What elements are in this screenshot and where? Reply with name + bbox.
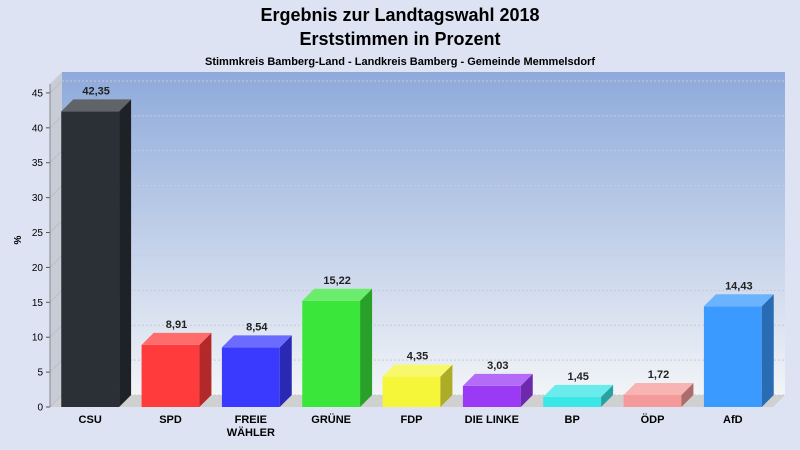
chart-title: Ergebnis zur Landtagswahl 2018 (260, 5, 539, 25)
bar-side (601, 384, 614, 407)
chart-subtitle: Stimmkreis Bamberg-Land - Landkreis Bamb… (205, 56, 595, 68)
bar-top (302, 288, 373, 301)
y-tick-label: 10 (32, 333, 44, 344)
y-tick-label: 5 (37, 368, 43, 379)
bar-side (681, 382, 694, 407)
bar (141, 344, 200, 407)
bar (302, 300, 361, 407)
data-label: 8,54 (246, 321, 268, 333)
bar (221, 347, 280, 407)
bar-side (440, 364, 453, 407)
bar-side (520, 373, 533, 407)
bar (382, 376, 441, 407)
data-label: 3,03 (487, 360, 508, 372)
bar-side (761, 294, 774, 407)
gridline-diagonal (49, 185, 63, 198)
bar (703, 306, 762, 407)
x-tick-label: SPD (159, 414, 182, 426)
chart-title-line2: Erststimmen in Prozent (299, 29, 500, 49)
y-tick-label: 20 (32, 263, 44, 274)
data-label: 15,22 (323, 275, 351, 287)
x-tick-label: FDP (401, 414, 423, 426)
gridline-diagonal (49, 80, 63, 94)
gridline-diagonal (49, 220, 63, 233)
data-label: 1,72 (648, 369, 669, 381)
bar-side (360, 288, 373, 407)
y-axis-label: % (13, 235, 24, 244)
bar-top (221, 335, 292, 348)
bar (462, 385, 521, 407)
y-tick-label: 15 (32, 298, 44, 309)
bar (543, 396, 602, 407)
bar-top (703, 294, 774, 307)
bar-top (61, 99, 132, 112)
bar (623, 394, 682, 407)
data-label: 4,35 (407, 351, 428, 363)
x-tick-label: FREIE WÄHLER (227, 414, 275, 439)
bar-top (543, 384, 614, 397)
bar-top (623, 382, 694, 395)
y-tick-label: 30 (32, 193, 44, 204)
x-tick-label: BP (565, 414, 580, 426)
y-tick-label: 0 (37, 403, 43, 414)
x-tick-label: GRÜNE (311, 413, 351, 426)
data-label: 8,91 (166, 319, 187, 331)
bar-side (279, 335, 292, 407)
gridline-diagonal (49, 255, 63, 268)
gridline-diagonal (49, 289, 63, 303)
bar-side (119, 99, 132, 408)
bar-side (199, 332, 212, 407)
gridline-diagonal (49, 359, 63, 373)
plot-area: 0 5 10 15 20 25 30 35 40 45 42,35 CSU 8,91 SPD 8,54 FRE… (32, 72, 785, 439)
x-tick-label: AfD (723, 414, 743, 426)
bar-top (141, 332, 212, 345)
data-label: 1,45 (567, 371, 588, 383)
x-tick-label: DIE LINKE (465, 414, 519, 426)
y-tick-label: 25 (32, 228, 44, 239)
gridline-diagonal (49, 115, 63, 129)
data-label: 42,35 (82, 85, 110, 97)
gridline-diagonal (49, 150, 63, 164)
y-tick-label: 40 (32, 123, 44, 134)
gridline-diagonal (49, 324, 63, 338)
x-tick-label: ÖDP (641, 413, 665, 426)
y-tick-label: 45 (32, 88, 44, 99)
data-label: 14,43 (725, 280, 753, 292)
bar-top (462, 373, 533, 386)
bar-top (382, 364, 453, 377)
bar (61, 111, 120, 408)
x-tick-label: CSU (79, 414, 102, 426)
side-wall (50, 72, 62, 407)
gridline-diagonal (49, 394, 63, 408)
y-tick-label: 35 (32, 158, 44, 169)
